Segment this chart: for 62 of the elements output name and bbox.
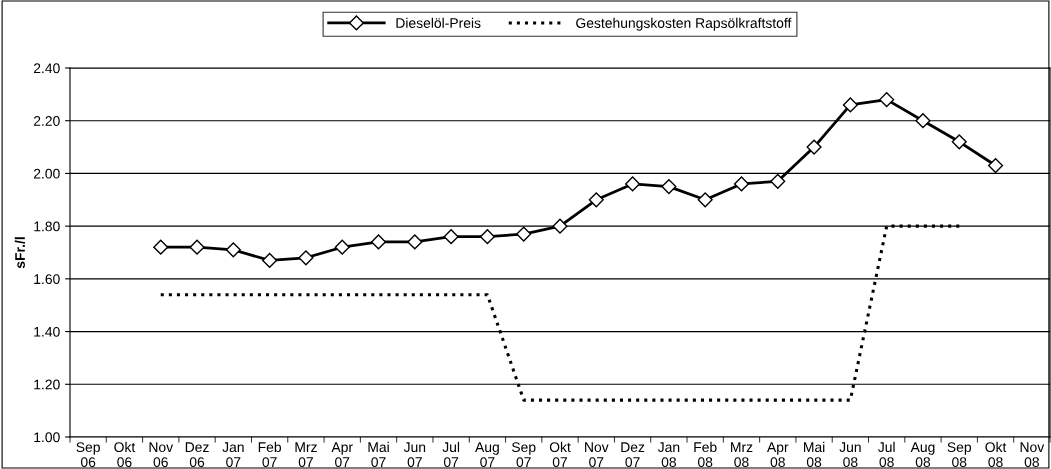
x-tick-label: Aug 07 [475,442,499,468]
point [334,239,350,255]
x-tick-label: Feb 08 [694,441,717,468]
x-tick-label: Aug 08 [910,442,935,468]
x-tick-label: Jun 07 [403,442,426,468]
x-tick-label: Dez 07 [621,442,645,468]
y-tick-label: 2.40 [33,63,60,74]
y-tick-label: 1.80 [34,221,60,232]
point [588,192,604,208]
x-tick-label: Nov 08 [1020,442,1045,468]
point [516,226,532,242]
point [407,234,423,250]
x-tick-label: Jun 08 [839,442,861,468]
x-tick-label: Nov 06 [149,442,174,468]
x-tick-label: Jul 07 [442,441,460,468]
x-tick-label: Mrz 07 [295,442,317,468]
x-tick-label: Mai 07 [368,441,389,468]
point [262,252,278,268]
legend-label: Gestehungskosten Rapsölkraftstoff [576,17,792,31]
y-tick-label: 1.00 [34,432,60,443]
x-tick-label: Sep 07 [511,442,536,468]
legend-label: Dieselöl-Preis [396,17,481,28]
point [879,92,895,108]
x-tick-label: Feb 07 [258,441,282,468]
point [189,239,205,255]
y-tick-label: 2.20 [33,116,60,126]
x-tick-label: Okt 06 [114,441,136,468]
y-tick-label: 1.40 [34,326,60,337]
point [770,173,786,189]
point [842,97,858,113]
point [370,234,387,250]
point [443,229,459,245]
point [915,113,931,129]
y-tick-label: 1.20 [34,379,60,390]
x-tick-label: Okt 08 [985,441,1007,468]
point [552,218,568,234]
x-tick-label: Mrz 08 [731,442,753,468]
y-axis-title: sFr./l [14,237,26,269]
point [951,134,967,150]
point [479,229,495,245]
y-tick-label: 2.00 [33,168,60,179]
x-tick-label: Jan 08 [657,442,680,468]
point [661,179,677,195]
x-tick-label: Sep 08 [947,442,972,468]
x-tick-label: Jan 07 [222,442,244,468]
x-tick-label: Dez 06 [185,442,209,468]
point [153,239,169,255]
x-tick-label: Apr 08 [767,442,789,468]
point [987,157,1004,174]
x-tick-label: Sep 06 [76,442,100,468]
point [697,192,713,208]
point [733,176,750,192]
x-tick-label: Apr 07 [331,442,353,468]
x-tick-label: Jul 08 [878,441,895,468]
point [225,242,241,258]
x-tick-label: Mai 08 [804,441,825,468]
point [625,176,641,192]
y-tick-label: 1.60 [34,274,60,285]
x-tick-label: Nov 07 [585,442,609,468]
point [806,139,822,155]
x-tick-label: Okt 07 [549,441,571,468]
point [298,250,314,266]
